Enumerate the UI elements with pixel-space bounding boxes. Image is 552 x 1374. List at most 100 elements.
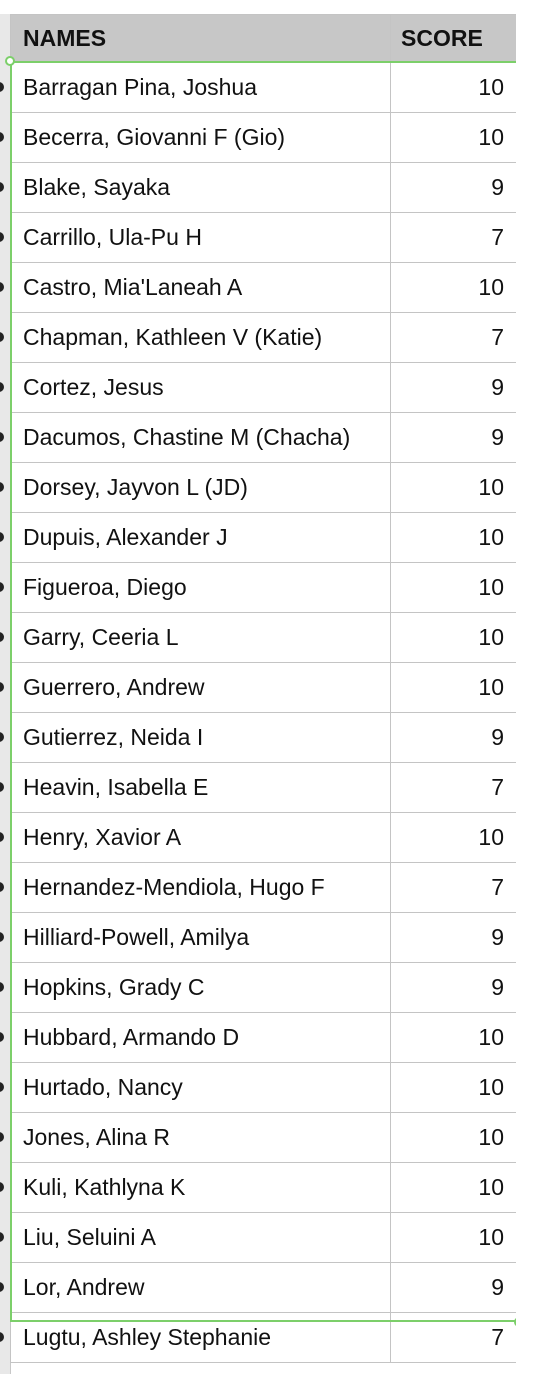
name-cell[interactable]: Jones, Alina R	[10, 1112, 391, 1163]
row-marker-icon	[0, 782, 4, 792]
row-marker-icon	[0, 1032, 4, 1042]
name-cell[interactable]: Dupuis, Alexander J	[10, 512, 391, 563]
table-row: Cortez, Jesus 9	[10, 362, 517, 413]
score-cell[interactable]: 10	[390, 262, 517, 313]
table-row: Liu, Seluini A 10	[10, 1212, 517, 1263]
table-row: Becerra, Giovanni F (Gio) 10	[10, 112, 517, 163]
row-marker-icon	[0, 332, 4, 342]
name-cell[interactable]: Cortez, Jesus	[10, 362, 391, 413]
row-marker-icon	[0, 582, 4, 592]
table-row: Jones, Alina R 10	[10, 1112, 517, 1163]
selection-handle-top-left[interactable]	[5, 56, 15, 66]
table-row: Lugtu, Ashley Stephanie 7	[10, 1312, 517, 1363]
row-marker-icon	[0, 1182, 4, 1192]
score-cell[interactable]: 7	[390, 762, 517, 813]
score-cell[interactable]: 10	[390, 612, 517, 663]
name-cell[interactable]: Hurtado, Nancy	[10, 1062, 391, 1113]
row-marker-icon	[0, 532, 4, 542]
name-cell[interactable]: Dorsey, Jayvon L (JD)	[10, 462, 391, 513]
score-cell[interactable]: 9	[390, 1262, 517, 1313]
name-cell[interactable]: Hubbard, Armando D	[10, 1012, 391, 1063]
score-cell[interactable]: 10	[390, 812, 517, 863]
score-cell[interactable]: 7	[390, 312, 517, 363]
name-cell[interactable]: Chapman, Kathleen V (Katie)	[10, 312, 391, 363]
empty-sheet-area	[516, 0, 552, 1374]
score-header[interactable]: SCORE	[390, 14, 517, 63]
score-cell[interactable]: 9	[390, 362, 517, 413]
name-cell[interactable]: Liu, Seluini A	[10, 1212, 391, 1263]
table-row: Kuli, Kathlyna K 10	[10, 1162, 517, 1213]
name-cell[interactable]: Guerrero, Andrew	[10, 662, 391, 713]
score-cell[interactable]: 9	[390, 162, 517, 213]
table-row: Guerrero, Andrew 10	[10, 662, 517, 713]
name-cell[interactable]: Lor, Andrew	[10, 1262, 391, 1313]
table-row: Garry, Ceeria L 10	[10, 612, 517, 663]
scores-table: NAMES SCORE Barragan Pina, Joshua 10 Becer…	[10, 14, 517, 1363]
top-strip	[0, 0, 516, 14]
name-cell[interactable]: Blake, Sayaka	[10, 162, 391, 213]
table-row: Lor, Andrew 9	[10, 1262, 517, 1313]
name-cell[interactable]: Kuli, Kathlyna K	[10, 1162, 391, 1213]
row-marker-icon	[0, 682, 4, 692]
name-cell[interactable]: Hilliard-Powell, Amilya	[10, 912, 391, 963]
table-row: Figueroa, Diego 10	[10, 562, 517, 613]
score-cell[interactable]: 10	[390, 112, 517, 163]
score-cell[interactable]: 10	[390, 1212, 517, 1263]
score-cell[interactable]: 9	[390, 712, 517, 763]
table-row: Castro, Mia'Laneah A 10	[10, 262, 517, 313]
table-row: Hurtado, Nancy 10	[10, 1062, 517, 1113]
name-cell[interactable]: Dacumos, Chastine M (Chacha)	[10, 412, 391, 463]
row-marker-icon	[0, 732, 4, 742]
name-cell[interactable]: Garry, Ceeria L	[10, 612, 391, 663]
name-cell[interactable]: Castro, Mia'Laneah A	[10, 262, 391, 313]
row-marker-icon	[0, 932, 4, 942]
names-header[interactable]: NAMES	[10, 14, 391, 63]
score-cell[interactable]: 9	[390, 962, 517, 1013]
row-marker-icon	[0, 182, 4, 192]
score-cell[interactable]: 10	[390, 562, 517, 613]
header-row: NAMES SCORE	[10, 14, 517, 63]
score-cell[interactable]: 10	[390, 512, 517, 563]
row-marker-icon	[0, 1132, 4, 1142]
score-cell[interactable]: 7	[390, 212, 517, 263]
row-marker-icon	[0, 1082, 4, 1092]
score-cell[interactable]: 10	[390, 62, 517, 113]
row-marker-icon	[0, 832, 4, 842]
row-marker-icon	[0, 882, 4, 892]
score-cell[interactable]: 10	[390, 1112, 517, 1163]
row-marker-icon	[0, 82, 4, 92]
score-cell[interactable]: 9	[390, 912, 517, 963]
row-marker-icon	[0, 1232, 4, 1242]
score-cell[interactable]: 10	[390, 1162, 517, 1213]
table-row: Dacumos, Chastine M (Chacha) 9	[10, 412, 517, 463]
name-cell[interactable]: Lugtu, Ashley Stephanie	[10, 1312, 391, 1363]
name-cell[interactable]: Carrillo, Ula-Pu H	[10, 212, 391, 263]
row-marker-icon	[0, 632, 4, 642]
name-cell[interactable]: Gutierrez, Neida I	[10, 712, 391, 763]
name-cell[interactable]: Barragan Pina, Joshua	[10, 62, 391, 113]
table-row: Barragan Pina, Joshua 10	[10, 62, 517, 113]
name-cell[interactable]: Heavin, Isabella E	[10, 762, 391, 813]
table-row: Hubbard, Armando D 10	[10, 1012, 517, 1063]
name-cell[interactable]: Figueroa, Diego	[10, 562, 391, 613]
score-cell[interactable]: 10	[390, 662, 517, 713]
score-cell[interactable]: 10	[390, 1012, 517, 1063]
score-cell[interactable]: 7	[390, 1312, 517, 1363]
score-cell[interactable]: 10	[390, 1062, 517, 1113]
name-cell[interactable]: Hernandez-Mendiola, Hugo F	[10, 862, 391, 913]
table-row: Blake, Sayaka 9	[10, 162, 517, 213]
name-cell[interactable]: Becerra, Giovanni F (Gio)	[10, 112, 391, 163]
row-marker-icon	[0, 282, 4, 292]
score-cell[interactable]: 7	[390, 862, 517, 913]
score-cell[interactable]: 10	[390, 462, 517, 513]
name-cell[interactable]: Henry, Xavior A	[10, 812, 391, 863]
score-cell[interactable]: 9	[390, 412, 517, 463]
name-cell[interactable]: Hopkins, Grady C	[10, 962, 391, 1013]
row-marker-icon	[0, 1282, 4, 1292]
table-row: Dupuis, Alexander J 10	[10, 512, 517, 563]
